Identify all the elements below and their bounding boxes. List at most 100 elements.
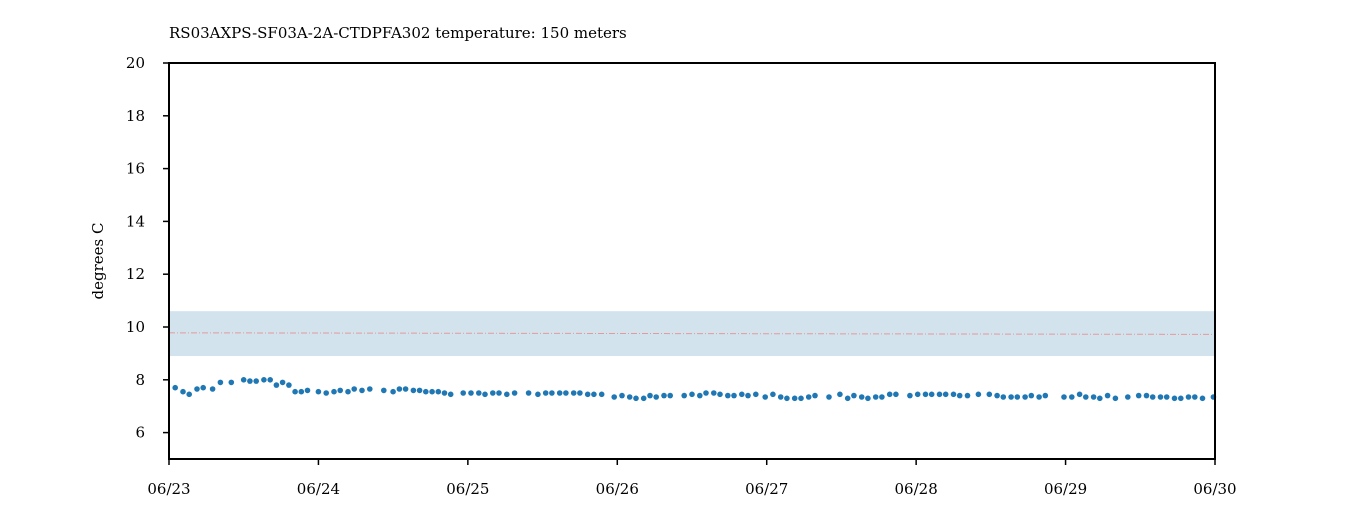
x-tick-label: 06/29 xyxy=(1044,480,1087,498)
data-point xyxy=(922,391,929,398)
data-point xyxy=(261,377,267,383)
data-point xyxy=(460,390,467,396)
data-point xyxy=(410,387,417,394)
plot-area xyxy=(168,62,1217,460)
y-tick-label: 18 xyxy=(126,107,145,125)
data-point xyxy=(697,392,703,399)
y-axis: 6 8 10 12 14 16 18 20 xyxy=(126,54,169,442)
data-point xyxy=(180,388,186,395)
x-tick-label: 06/28 xyxy=(895,480,938,498)
data-point xyxy=(844,395,851,402)
data-point xyxy=(837,391,843,398)
data-point xyxy=(805,394,812,400)
data-point xyxy=(1185,394,1192,400)
data-point xyxy=(851,392,857,399)
data-point xyxy=(367,386,373,392)
data-point xyxy=(798,395,804,402)
data-point xyxy=(273,382,280,388)
data-point xyxy=(907,392,913,399)
data-point xyxy=(217,379,224,386)
data-point xyxy=(200,384,206,391)
data-point xyxy=(1042,392,1049,399)
data-point xyxy=(359,387,365,394)
data-point xyxy=(172,384,178,391)
data-point xyxy=(209,386,216,392)
data-point xyxy=(667,392,673,399)
data-point xyxy=(1104,392,1111,399)
data-point xyxy=(1097,395,1103,402)
data-point xyxy=(1135,392,1142,399)
data-point xyxy=(549,390,555,396)
y-tick-label: 6 xyxy=(135,424,145,442)
data-point xyxy=(304,387,311,394)
data-point xyxy=(619,392,625,399)
data-point xyxy=(739,391,745,398)
data-point xyxy=(994,392,1000,399)
data-point xyxy=(950,391,957,398)
data-point xyxy=(591,391,597,398)
x-tick-label: 06/27 xyxy=(745,480,788,498)
data-point xyxy=(647,392,653,399)
data-point xyxy=(390,388,396,395)
data-point xyxy=(351,386,358,392)
data-point xyxy=(745,392,751,399)
data-point xyxy=(717,391,723,398)
data-point xyxy=(441,390,448,396)
data-point xyxy=(240,377,247,383)
data-point xyxy=(396,386,403,392)
data-point xyxy=(1022,394,1028,400)
data-point xyxy=(886,391,893,398)
data-point xyxy=(936,391,943,398)
data-point xyxy=(1157,394,1164,400)
data-point xyxy=(928,391,935,398)
data-point xyxy=(1076,391,1083,398)
data-point xyxy=(1178,395,1184,402)
data-point xyxy=(1036,394,1042,400)
data-point xyxy=(1028,392,1035,399)
data-point xyxy=(402,386,409,392)
data-point xyxy=(253,378,259,384)
data-point xyxy=(865,395,871,402)
data-point xyxy=(429,388,435,395)
data-point xyxy=(476,390,482,396)
chart-title: RS03AXPS-SF03A-2A-CTDPFA302 temperature:… xyxy=(169,24,627,42)
data-point xyxy=(298,388,305,395)
data-point xyxy=(633,395,639,402)
data-point xyxy=(496,390,502,396)
data-point xyxy=(556,390,563,396)
data-point xyxy=(511,390,518,396)
data-points xyxy=(172,377,1217,402)
data-point xyxy=(826,394,832,400)
data-point xyxy=(194,386,200,392)
y-tick-label: 12 xyxy=(126,265,145,283)
data-point xyxy=(292,388,298,395)
data-point xyxy=(1069,394,1075,400)
data-point xyxy=(584,391,591,398)
y-tick-label: 10 xyxy=(126,318,145,336)
data-point xyxy=(1125,394,1131,400)
data-point xyxy=(986,391,993,398)
data-point xyxy=(1083,394,1089,400)
data-point xyxy=(598,391,605,398)
data-point xyxy=(872,394,879,400)
y-tick-label: 16 xyxy=(126,160,145,178)
data-point xyxy=(525,390,532,396)
data-point xyxy=(1061,394,1067,400)
data-point xyxy=(1149,394,1156,400)
x-tick-label: 06/25 xyxy=(446,480,489,498)
data-point xyxy=(762,394,768,400)
data-point xyxy=(337,387,344,394)
data-point xyxy=(956,392,963,399)
mean-band xyxy=(169,311,1215,357)
data-point xyxy=(577,390,583,396)
data-point xyxy=(893,391,899,398)
y-axis-label: degrees C xyxy=(89,223,107,300)
data-point xyxy=(731,392,737,399)
plot-frame xyxy=(168,62,1216,460)
data-point xyxy=(975,391,982,398)
x-axis: 06/23 06/24 06/25 06/26 06/27 06/28 06/29 06/30 xyxy=(147,459,1237,498)
data-point xyxy=(570,390,577,396)
data-point xyxy=(784,395,790,402)
data-point xyxy=(689,391,695,398)
